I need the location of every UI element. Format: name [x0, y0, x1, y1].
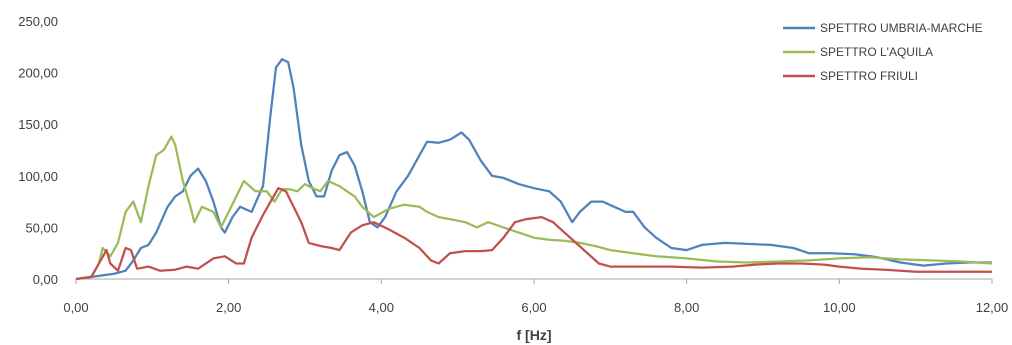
y-axis-ticks: 0,00 50,00 100,00 150,00 200,00 250,00	[18, 14, 58, 287]
x-axis-ticks: 0,00 2,00 4,00 6,00 8,00 10,00 12,00	[63, 279, 1008, 315]
x-tick-label: 4,00	[369, 300, 394, 315]
y-tick-label: 150,00	[18, 117, 58, 132]
x-tick-label: 12,00	[976, 300, 1009, 315]
x-tick-label: 2,00	[216, 300, 241, 315]
series-line-spettro-friuli	[75, 187, 992, 281]
legend-label: SPETTRO L'AQUILA	[820, 45, 933, 59]
series-line-spettro-umbria-marche	[75, 58, 992, 281]
legend-label: SPETTRO UMBRIA-MARCHE	[820, 21, 983, 35]
y-tick-label: 250,00	[18, 14, 58, 29]
x-tick-label: 10,00	[823, 300, 856, 315]
y-tick-label: 0,00	[33, 272, 58, 287]
series-lines	[75, 58, 993, 281]
legend-label: SPETTRO FRIULI	[820, 69, 918, 83]
x-tick-label: 0,00	[63, 300, 88, 315]
y-tick-label: 100,00	[18, 169, 58, 184]
series-line-spettro-l-aquila	[75, 135, 993, 281]
x-tick-label: 6,00	[521, 300, 546, 315]
x-axis-label: f [Hz]	[517, 327, 552, 343]
legend: SPETTRO UMBRIA-MARCHE SPETTRO L'AQUILA SPE…	[783, 21, 983, 83]
x-tick-label: 8,00	[674, 300, 699, 315]
y-tick-label: 50,00	[25, 220, 58, 235]
y-tick-label: 200,00	[18, 66, 58, 81]
